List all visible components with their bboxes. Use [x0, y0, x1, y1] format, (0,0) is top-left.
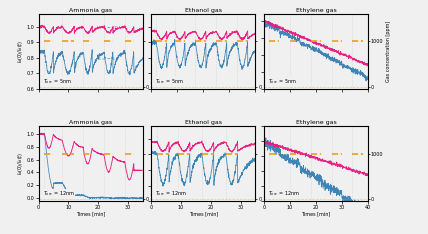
- X-axis label: Times [min]: Times [min]: [76, 212, 105, 216]
- Text: $T_{osc}$ = 12nm: $T_{osc}$ = 12nm: [43, 189, 74, 198]
- Text: $T_{osc}$ = 5nm: $T_{osc}$ = 5nm: [155, 77, 184, 86]
- Title: Ethylene gas: Ethylene gas: [296, 120, 336, 125]
- Title: Ethanol gas: Ethanol gas: [185, 8, 222, 13]
- Title: Ethylene gas: Ethylene gas: [296, 8, 336, 13]
- Text: $T_{osc}$ = 5nm: $T_{osc}$ = 5nm: [43, 77, 71, 86]
- Text: $T_{osc}$ = 12nm: $T_{osc}$ = 12nm: [268, 189, 300, 198]
- Y-axis label: $I_d(0)/I_d(t)$: $I_d(0)/I_d(t)$: [17, 40, 26, 63]
- Y-axis label: Gas concentration [ppm]: Gas concentration [ppm]: [386, 21, 391, 82]
- Title: Ammonia gas: Ammonia gas: [69, 120, 112, 125]
- Title: Ammonia gas: Ammonia gas: [69, 8, 112, 13]
- Text: $V_s = -5$ V: $V_s = -5$ V: [96, 55, 120, 63]
- Text: $T_{osc}$ = 5nm: $T_{osc}$ = 5nm: [268, 77, 297, 86]
- X-axis label: Times [min]: Times [min]: [189, 212, 218, 216]
- Text: $T_{osc}$ = 12nm: $T_{osc}$ = 12nm: [155, 189, 187, 198]
- Y-axis label: $I_d(0)/I_d(t)$: $I_d(0)/I_d(t)$: [17, 152, 26, 176]
- X-axis label: Times [min]: Times [min]: [301, 212, 330, 216]
- Text: $V_s = -20$ V: $V_s = -20$ V: [96, 24, 123, 32]
- Title: Ethanol gas: Ethanol gas: [185, 120, 222, 125]
